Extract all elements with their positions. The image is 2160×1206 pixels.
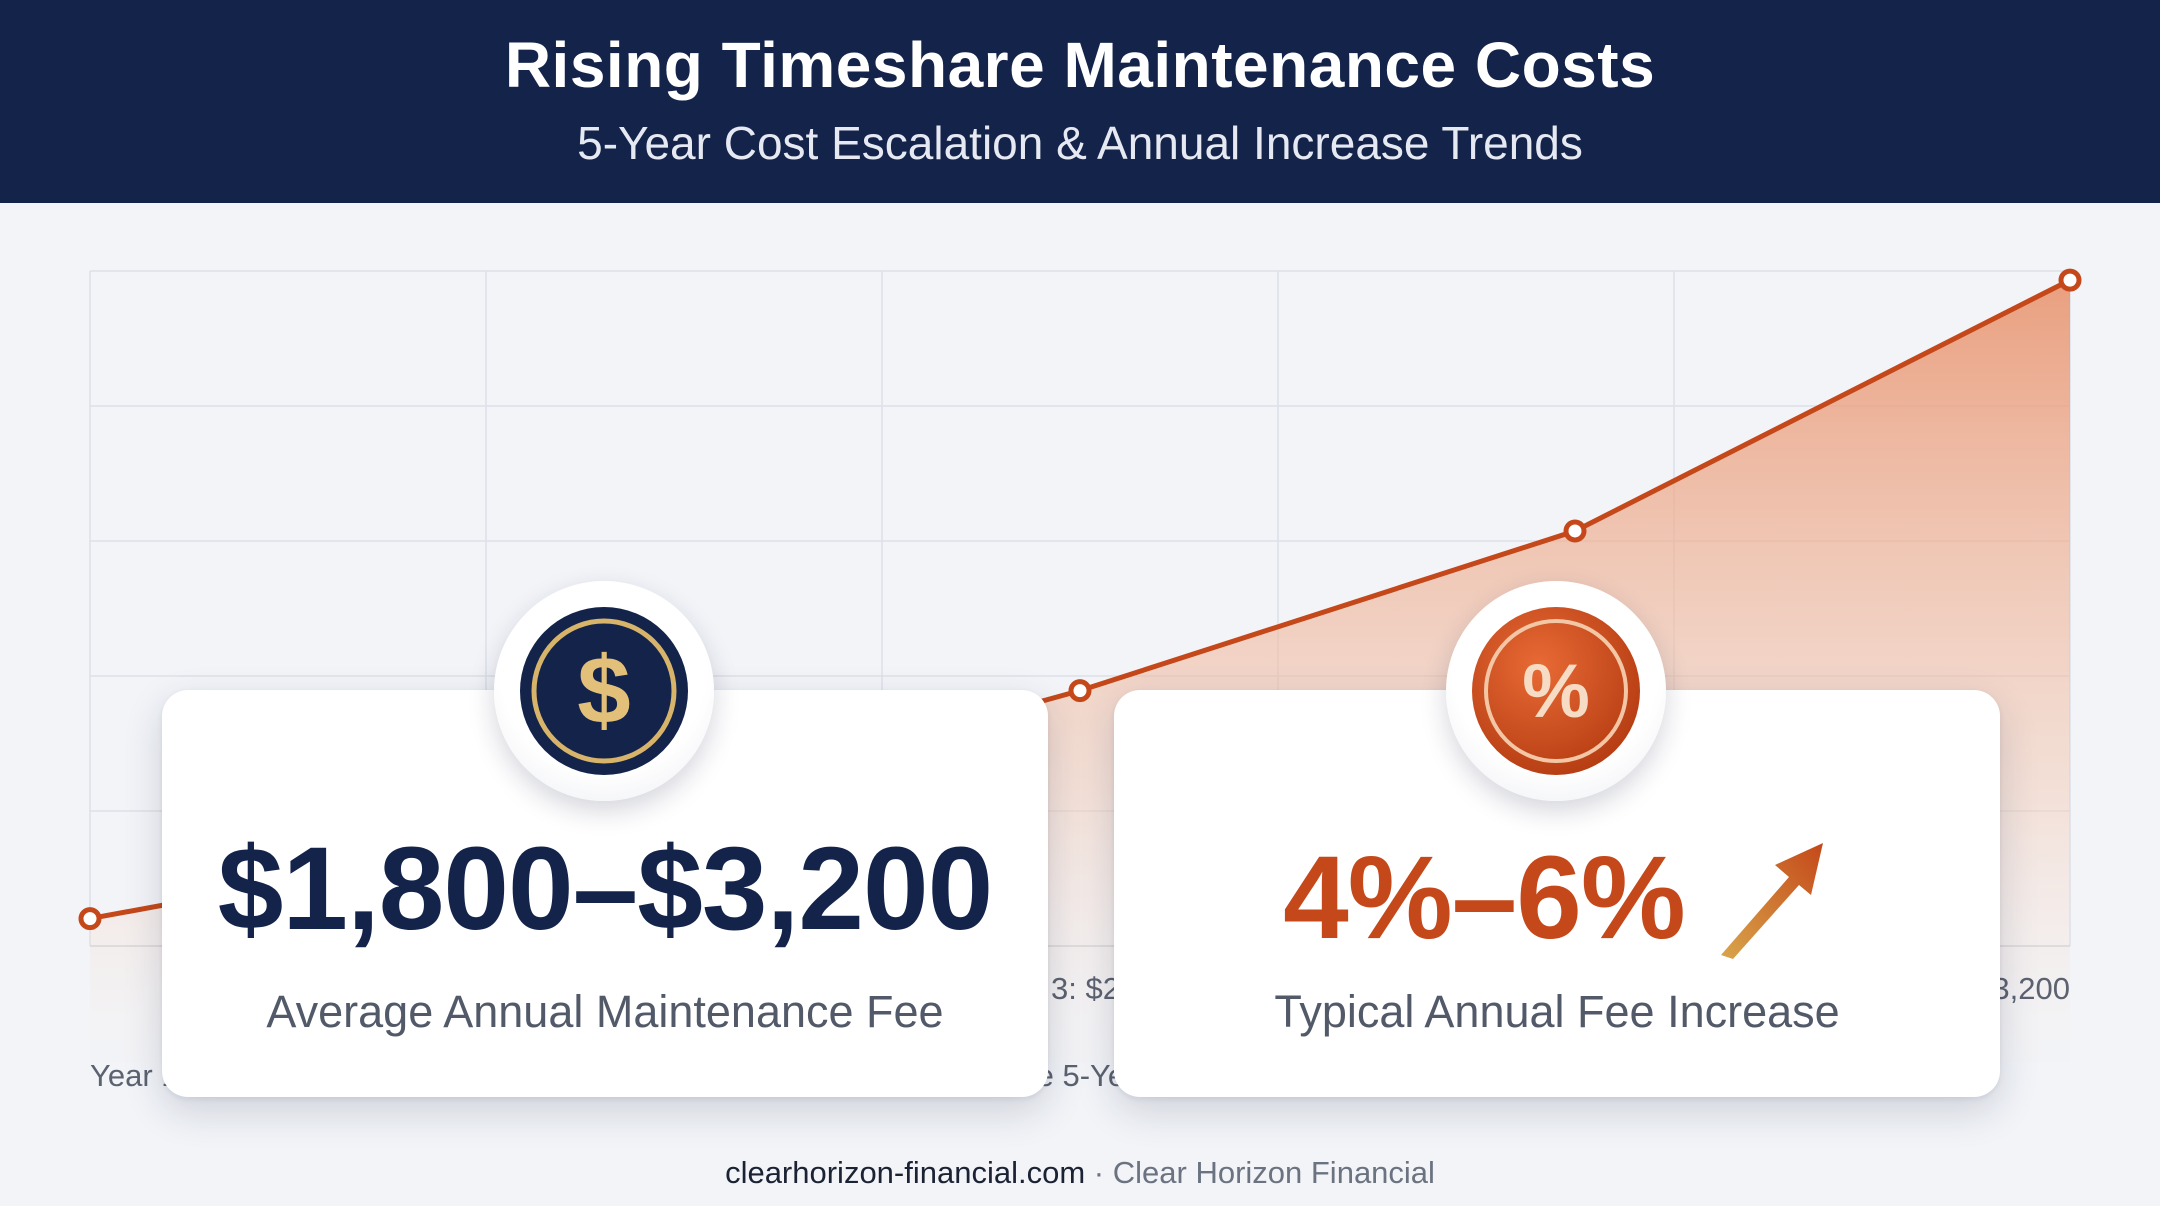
dollar-badge: $ [494,581,714,801]
percent-icon: % [1472,607,1640,775]
fee-range-value: $1,800–$3,200 [217,823,993,955]
fee-range-description: Average Annual Maintenance Fee [266,986,944,1037]
data-point-3 [1068,679,1092,703]
svg-text:%: % [1522,649,1590,734]
svg-text:$: $ [577,637,630,744]
page-title: Rising Timeshare Maintenance Costs [504,29,1656,101]
data-point-1 [78,907,102,931]
header-banner: Rising Timeshare Maintenance Costs 5-Yea… [0,0,2160,203]
chart-area: Year 1: $1,800Year 2: $2,000Year 3: $2,3… [0,203,2160,1103]
increase-description: Typical Annual Fee Increase [1274,986,1840,1037]
increase-value: 4%–6% [1283,831,1686,964]
data-point-4 [1563,519,1587,543]
footer: clearhorizon-financial.com · Clear Horiz… [0,1155,2160,1191]
footer-domain: clearhorizon-financial.com [725,1155,1086,1190]
increase-value-row: 4%–6% [1114,830,2000,963]
percent-badge: % [1446,581,1666,801]
data-point-5 [2058,268,2082,292]
footer-company: Clear Horizon Financial [1112,1155,1435,1190]
dollar-icon: $ [520,607,688,775]
footer-separator: · [1093,1155,1105,1190]
arrow-up-right-icon [1720,842,1823,959]
page-subtitle: 5-Year Cost Escalation & Annual Increase… [577,117,1583,169]
